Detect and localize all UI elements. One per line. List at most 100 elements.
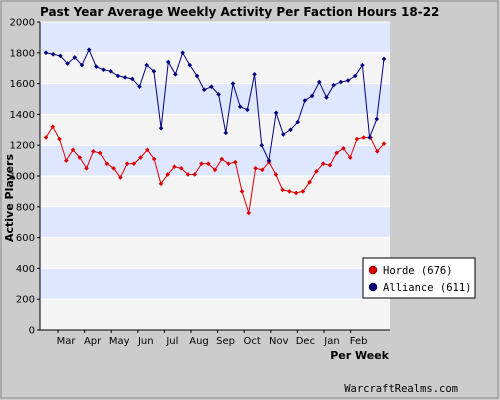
data-point: [216, 92, 221, 97]
x-tick-label: Oct: [244, 336, 261, 347]
plot-band: [40, 206, 390, 238]
data-point: [354, 136, 360, 142]
x-axis-title: Per Week: [330, 349, 389, 362]
data-point: [259, 142, 265, 148]
data-point: [104, 161, 110, 166]
x-tick-label: Apr: [84, 336, 102, 347]
data-point: [246, 210, 252, 216]
data-point: [293, 190, 299, 196]
y-tick-label: 2000: [10, 18, 35, 29]
data-point: [253, 166, 258, 171]
chart-title: Past Year Average Weekly Activity Per Fa…: [40, 5, 439, 19]
data-point: [309, 93, 315, 99]
data-point: [300, 189, 306, 194]
plot-band: [40, 176, 390, 207]
data-point: [79, 62, 85, 68]
data-point: [131, 161, 137, 166]
data-point: [145, 147, 150, 153]
data-point: [172, 164, 177, 170]
data-point: [111, 166, 116, 171]
data-point: [252, 72, 257, 77]
data-point: [65, 61, 70, 66]
data-point: [381, 141, 387, 146]
data-point: [374, 116, 380, 122]
data-point: [187, 62, 193, 68]
data-point: [347, 155, 353, 160]
data-point: [360, 62, 365, 68]
plot-band: [40, 268, 390, 300]
legend-marker: [368, 265, 378, 275]
x-tick-label: Nov: [269, 336, 289, 347]
data-point: [77, 155, 83, 160]
x-tick-label: Jul: [165, 336, 178, 347]
data-point: [295, 119, 301, 125]
data-point: [165, 172, 170, 177]
data-point: [94, 64, 99, 69]
data-point: [201, 87, 207, 93]
data-point: [212, 167, 218, 173]
data-point: [192, 172, 198, 177]
y-tick-label: 200: [16, 295, 35, 306]
y-axis-title: Active Players: [3, 154, 16, 242]
data-point: [205, 161, 211, 166]
data-point: [320, 161, 326, 166]
data-point: [151, 156, 157, 162]
x-tick-label: Jun: [137, 336, 154, 347]
x-tick-label: May: [109, 336, 130, 347]
plot-band: [40, 83, 390, 115]
data-point: [281, 132, 286, 137]
data-point: [199, 161, 204, 166]
plot-band: [40, 237, 390, 269]
data-point: [158, 125, 164, 131]
x-tick-label: Jan: [323, 336, 339, 347]
data-point: [345, 78, 351, 83]
data-point: [86, 47, 92, 53]
data-point: [239, 189, 245, 194]
y-tick-label: 1600: [10, 79, 35, 90]
data-point: [185, 172, 191, 177]
data-point: [97, 150, 103, 156]
data-point: [266, 158, 272, 163]
legend-box: [362, 257, 476, 299]
credit-text: WarcraftRealms.com: [344, 383, 458, 395]
y-tick-label: 0: [29, 326, 35, 337]
data-point: [237, 104, 243, 109]
data-point: [108, 68, 114, 74]
data-point: [138, 155, 143, 160]
data-point: [57, 136, 62, 142]
data-point: [280, 187, 285, 193]
data-point: [314, 169, 319, 174]
y-tick-label: 1200: [10, 141, 35, 152]
y-tick-label: 600: [16, 233, 35, 244]
data-point: [338, 79, 344, 85]
x-tick-label: Feb: [350, 336, 368, 347]
x-tick-label: Mar: [57, 336, 77, 347]
data-point: [118, 175, 123, 180]
y-tick-label: 1400: [10, 110, 35, 121]
y-tick-label: 800: [16, 202, 35, 213]
data-point: [137, 84, 142, 89]
data-point: [260, 167, 265, 173]
data-point: [72, 55, 78, 60]
series-1: [43, 47, 387, 163]
data-point: [273, 110, 279, 116]
data-point: [352, 73, 358, 79]
legend-marker: [368, 282, 378, 292]
data-point: [165, 59, 171, 65]
data-point: [122, 75, 128, 80]
plot-band: [40, 114, 390, 146]
data-point: [316, 79, 322, 85]
data-point: [70, 147, 76, 153]
x-tick-label: Sep: [216, 336, 235, 347]
data-point: [124, 161, 130, 166]
data-point: [327, 162, 333, 168]
data-point: [50, 52, 56, 57]
x-axis-ticks: Mar Apr May Jun Jul Aug Sep Oct Nov Dec Jan Feb: [57, 330, 368, 347]
plot-band: [40, 299, 390, 330]
data-point: [381, 56, 387, 62]
plot-background: [40, 22, 390, 330]
data-point: [63, 158, 69, 163]
data-point: [230, 81, 236, 86]
series-layer: [43, 47, 387, 216]
